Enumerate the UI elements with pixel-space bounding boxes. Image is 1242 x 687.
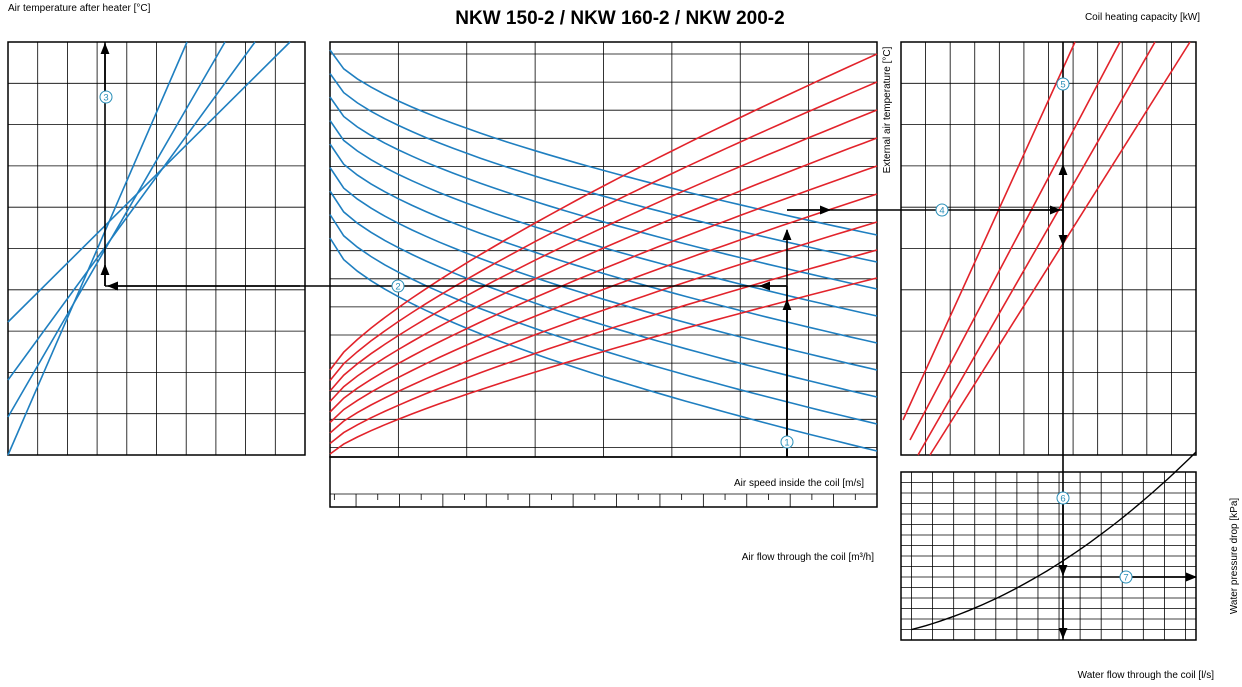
red-curve-1 <box>329 53 878 371</box>
step-marker-label: 3 <box>103 93 108 104</box>
chart-title: NKW 150-2 / NKW 160-2 / NKW 200-2 <box>455 8 784 29</box>
left-curve-9070 <box>7 41 291 323</box>
right-curve-8060 <box>917 41 1156 456</box>
left-curve-7050 <box>7 41 226 418</box>
red-curve-5 <box>329 165 878 413</box>
flow-axis-label: Air flow through the coil [m³/h] <box>742 552 874 563</box>
step-marker-circle <box>1056 77 1070 91</box>
step-marker-circle <box>1119 570 1133 584</box>
left-axis-label: Air temperature after heater [°C] <box>8 3 151 14</box>
red-curve-2 <box>329 81 878 382</box>
step-marker-label: 5 <box>1060 80 1065 91</box>
step-marker-circle <box>780 435 794 449</box>
right-curve-7050 <box>909 41 1121 441</box>
red-curve-3 <box>329 109 878 392</box>
step-marker-circle <box>1056 491 1070 505</box>
pressure-curve <box>911 451 1197 631</box>
blue-curve-3 <box>329 96 878 290</box>
water-flow-axis-label: Water flow through the coil [l/s] <box>1078 670 1215 681</box>
blue-curve-2 <box>329 73 878 263</box>
left-curve-8060 <box>7 41 256 381</box>
pressure-axis-label: Water pressure drop [kPa] <box>1229 498 1240 615</box>
blue-curve-6 <box>329 167 878 371</box>
right-curve-6040 <box>902 41 1076 421</box>
right-axis-label: Coil heating capacity [kW] <box>1085 12 1200 23</box>
blue-curve-7 <box>329 190 878 398</box>
red-curve-8 <box>329 249 878 445</box>
red-curve-6 <box>329 193 878 424</box>
red-curve-4 <box>329 137 878 403</box>
chart-marks: 1 2 3 4 5 6 7 <box>7 41 1198 640</box>
step-marker-label: 7 <box>1123 573 1128 584</box>
step-marker-label: 4 <box>939 206 944 217</box>
speed-axis-label: Air speed inside the coil [m/s] <box>734 478 864 489</box>
blue-curve-5 <box>329 143 878 344</box>
step-marker-circle <box>391 279 405 293</box>
external-temp-axis-label: External air temperature [°C] <box>882 46 893 173</box>
right-curve-9070 <box>929 41 1191 456</box>
step-marker-label: 1 <box>784 438 789 449</box>
step-marker-circle <box>99 90 113 104</box>
step-marker-label: 2 <box>395 282 400 293</box>
blue-curve-1 <box>329 49 878 236</box>
red-curve-7 <box>329 221 878 434</box>
blue-curve-9 <box>329 237 878 452</box>
step-marker-circle <box>935 203 949 217</box>
step-marker-label: 6 <box>1060 494 1065 505</box>
left-curve-6040 <box>7 41 188 456</box>
